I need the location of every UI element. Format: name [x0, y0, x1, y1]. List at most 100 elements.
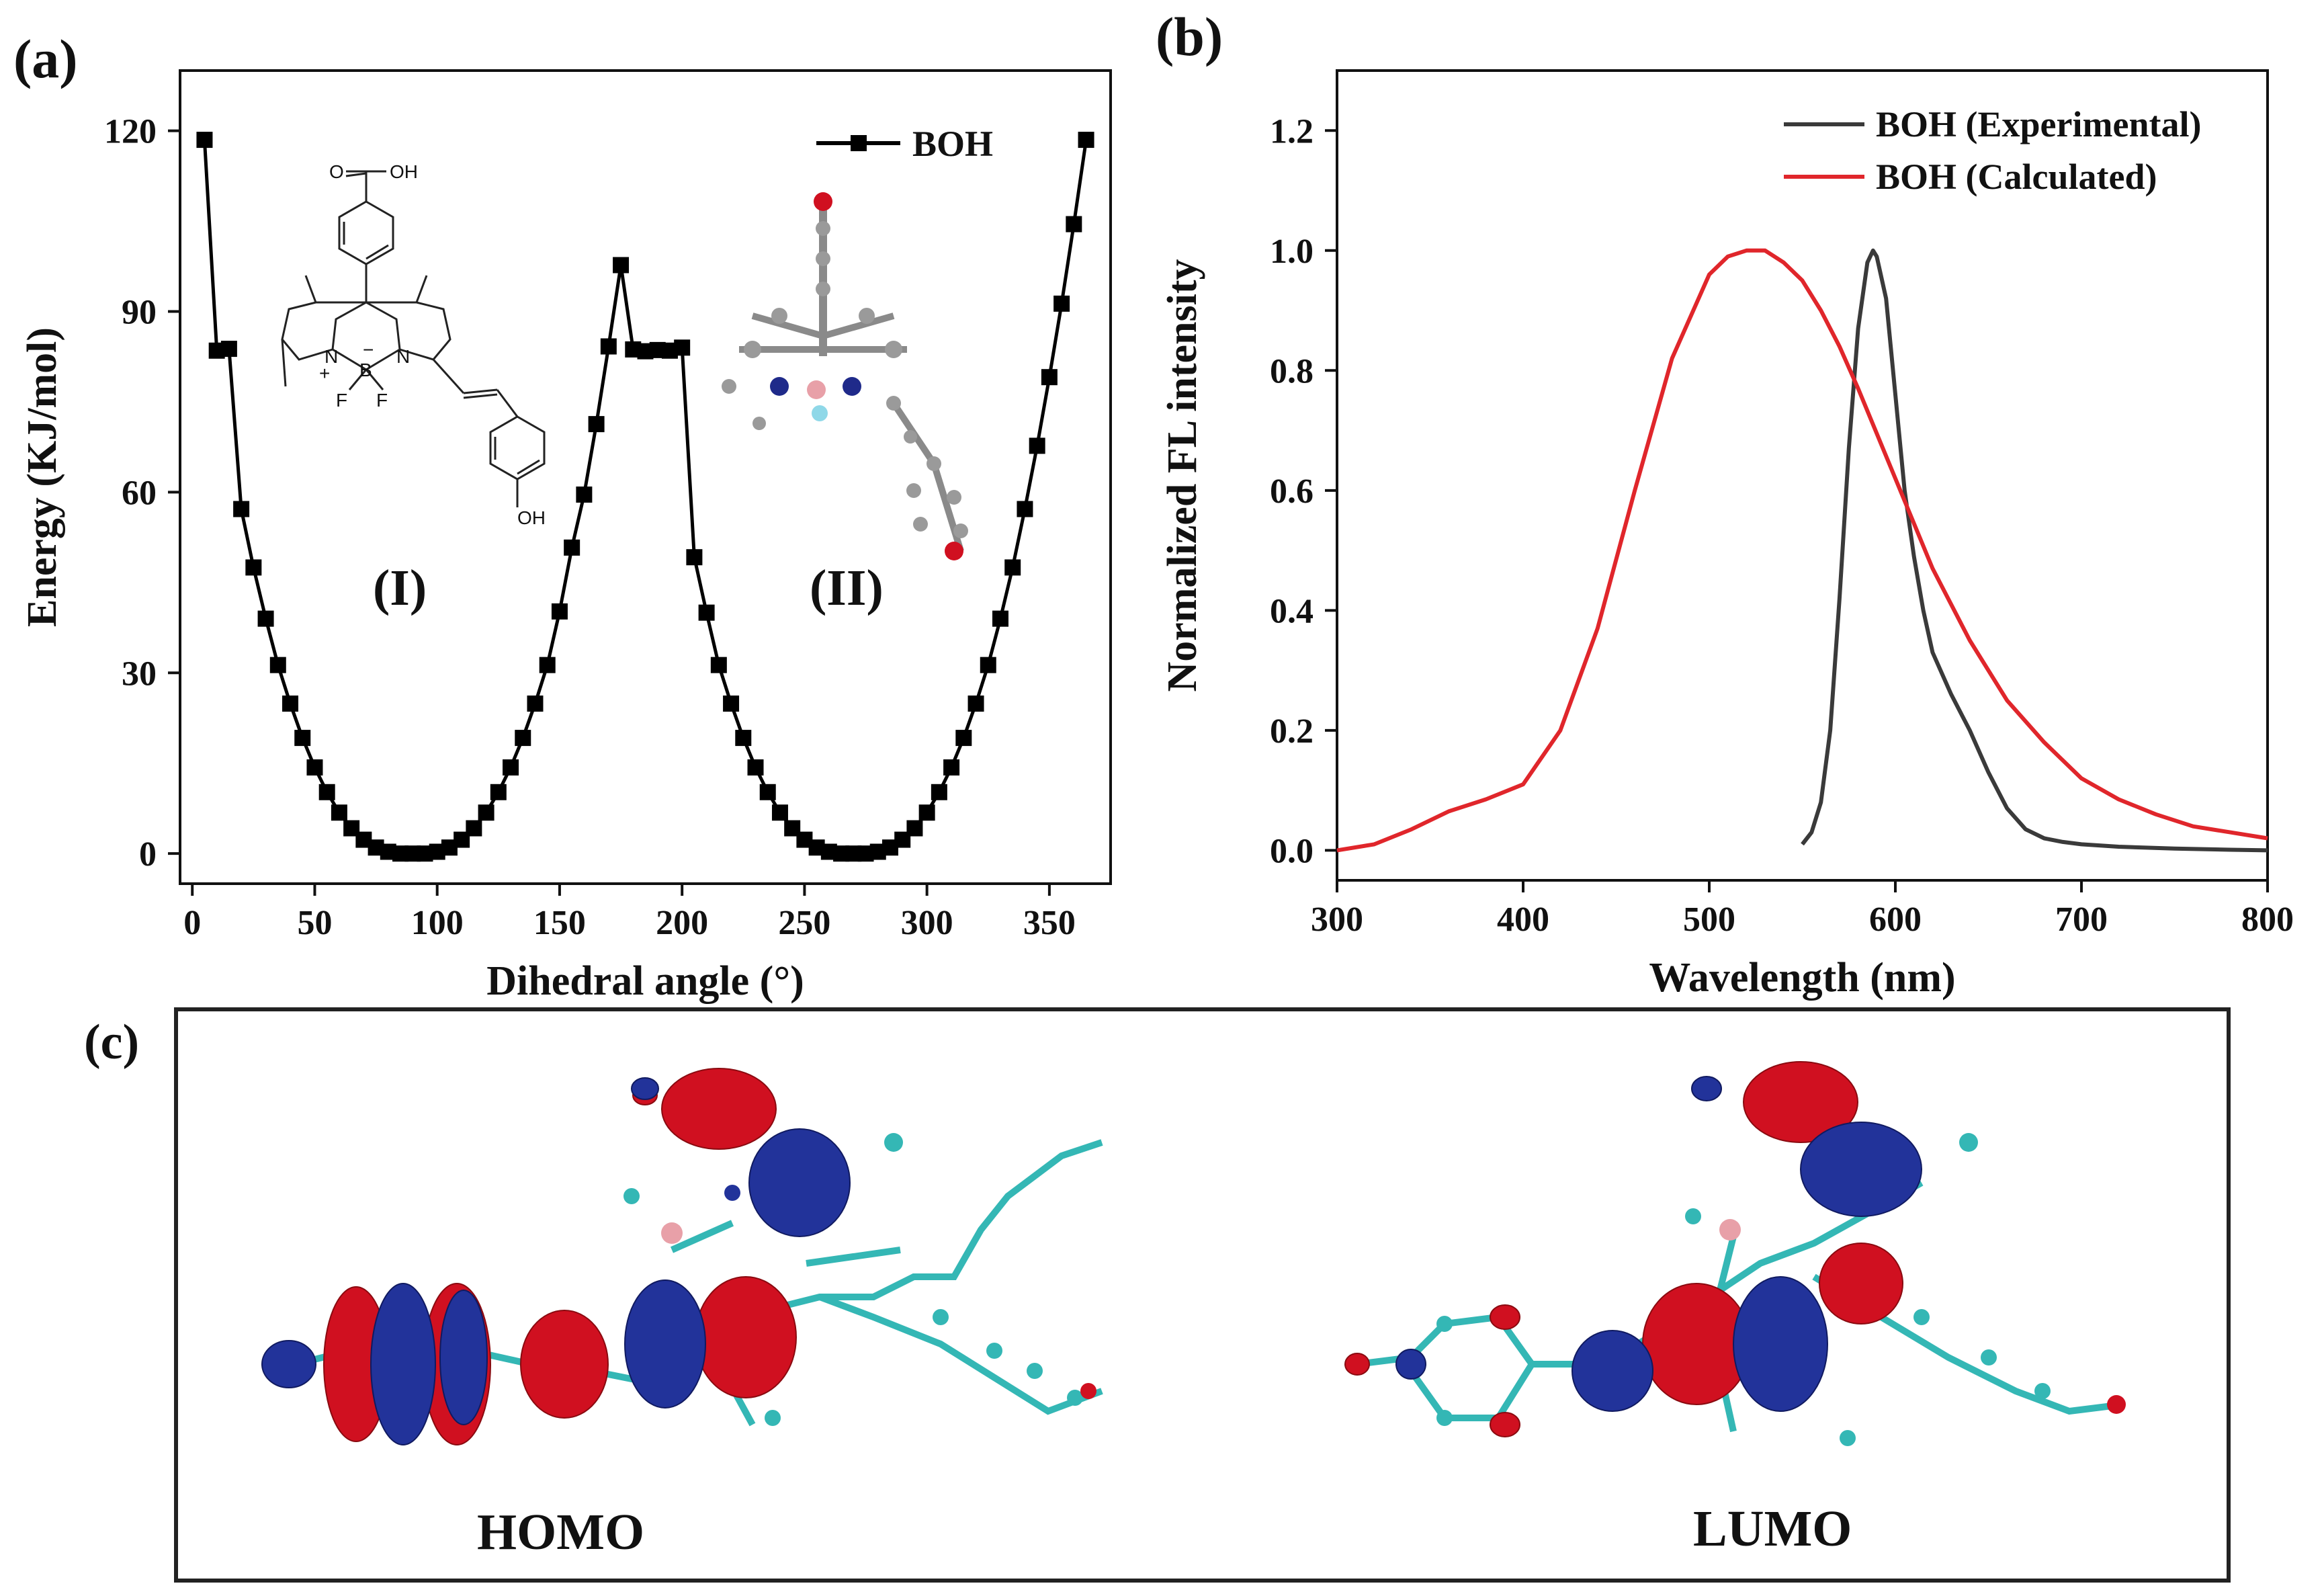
chart-b-plot: [1336, 248, 2268, 853]
data-point: [539, 657, 556, 673]
chart-b: 300 400 500 600 700 800 0.0 0.2 0.4 0.6 0.8 1.0 1.2 W…: [1160, 69, 2294, 1001]
x-tick-label: 300: [1311, 900, 1363, 939]
y-tick-label: 1.2: [1270, 112, 1314, 151]
data-point: [1066, 216, 1082, 233]
data-point: [967, 696, 984, 712]
y-tick-label: 120: [104, 113, 157, 151]
data-point: [918, 804, 935, 821]
atom-label: N: [325, 346, 338, 367]
inset-3d-molecule-model: [722, 192, 968, 560]
data-point: [1078, 132, 1094, 149]
data-point: [600, 338, 617, 355]
x-tick-label: 300: [901, 904, 953, 942]
x-tick-label: 200: [656, 904, 708, 942]
data-point: [490, 784, 507, 800]
inset-chemical-structure: [281, 170, 546, 507]
legend-label-1: BOH (Calculated): [1876, 157, 2157, 197]
x-axis-label: Dihedral angle (°): [486, 958, 804, 1004]
data-point: [269, 657, 286, 673]
y-tick-label: 90: [122, 294, 157, 332]
annotation-region-ii: (II): [810, 560, 884, 616]
data-point: [710, 657, 727, 673]
data-point: [955, 730, 972, 747]
data-point: [257, 610, 274, 627]
data-point: [1004, 559, 1021, 576]
data-point: [906, 820, 923, 837]
legend-label-boh: BOH: [912, 124, 993, 164]
x-tick-label: 150: [533, 904, 586, 942]
data-point: [306, 759, 323, 776]
x-tick-label: 0: [183, 904, 201, 942]
x-tick-label: 250: [778, 904, 830, 942]
atom-label: F: [336, 390, 347, 411]
data-point: [282, 696, 299, 712]
atom-label: O: [329, 161, 344, 182]
atom-label: +: [319, 363, 330, 384]
atom-label: OH: [517, 507, 546, 528]
data-point: [723, 696, 740, 712]
data-point: [503, 759, 519, 776]
data-point: [588, 416, 605, 433]
data-point: [551, 603, 568, 620]
data-point: [331, 804, 347, 821]
data-point: [564, 539, 580, 556]
homo-label: HOMO: [477, 1504, 644, 1560]
inset-atom-labels: O OH N N B F F + − OH: [319, 161, 546, 528]
atom-label: −: [363, 339, 374, 360]
legend-label-0: BOH (Experimental): [1876, 104, 2201, 144]
data-point: [1041, 369, 1058, 386]
y-tick-label: 0.6: [1270, 472, 1314, 511]
orbital-frame: [174, 1007, 2231, 1583]
data-point: [613, 257, 630, 274]
x-tick-label: 400: [1497, 900, 1549, 939]
homo-orbital-image: HOMO: [261, 1068, 1103, 1560]
data-point: [1053, 295, 1070, 312]
data-point: [245, 559, 262, 576]
x-axis-label: Wavelength (nm): [1649, 955, 1955, 1001]
data-point: [735, 730, 752, 747]
data-point: [196, 132, 213, 149]
data-point: [318, 784, 335, 800]
x-tick-label: 700: [2055, 900, 2108, 939]
data-point: [931, 784, 947, 800]
series-line-1: [1336, 248, 2268, 853]
atom-label: N: [396, 346, 410, 367]
x-tick-label: 500: [1683, 900, 1735, 939]
y-tick-label: 30: [122, 655, 157, 693]
data-point: [759, 784, 776, 800]
x-tick-label: 600: [1869, 900, 1922, 939]
data-point: [515, 730, 531, 747]
data-point: [466, 820, 482, 837]
data-point: [980, 657, 996, 673]
y-tick-label: 0.4: [1270, 592, 1314, 630]
atom-label: OH: [390, 161, 418, 182]
data-point: [294, 730, 311, 747]
data-point: [771, 804, 788, 821]
data-point: [233, 501, 250, 517]
data-point: [698, 604, 715, 621]
homo-lobes-blue: [261, 1077, 851, 1445]
atom-label: F: [376, 390, 388, 411]
data-point: [576, 486, 593, 503]
y-tick-label: 0.0: [1270, 832, 1314, 870]
chart-b-frame: [1336, 69, 2269, 882]
data-point: [220, 341, 237, 358]
panel-label-c: (c): [84, 1015, 139, 1070]
y-tick-label: 0: [139, 835, 157, 874]
data-point: [674, 339, 691, 356]
atom-label: B: [359, 360, 372, 380]
chart-a-axes: 0 50 100 150 200 250 300 350 0 30 60 90 120 Dihedral …: [19, 113, 1076, 1004]
data-point: [478, 804, 494, 821]
y-axis-label: Normalized FL intensity: [1160, 259, 1205, 691]
data-point: [686, 549, 703, 566]
panel-label-b: (b): [1156, 6, 1223, 67]
lumo-lobes-red: [1344, 1061, 1903, 1437]
y-tick-label: 1.0: [1270, 233, 1314, 271]
x-tick-label: 800: [2241, 900, 2294, 939]
chart-a-frame: [179, 69, 1112, 885]
data-point: [943, 759, 960, 776]
lumo-lobes-blue: [1395, 1076, 1922, 1412]
chart-b-axes: 300 400 500 600 700 800 0.0 0.2 0.4 0.6 0.8 1.0 1.2 W…: [1160, 112, 2294, 1001]
series-line-0: [1801, 248, 2268, 853]
chart-a-plot: [196, 132, 1094, 862]
